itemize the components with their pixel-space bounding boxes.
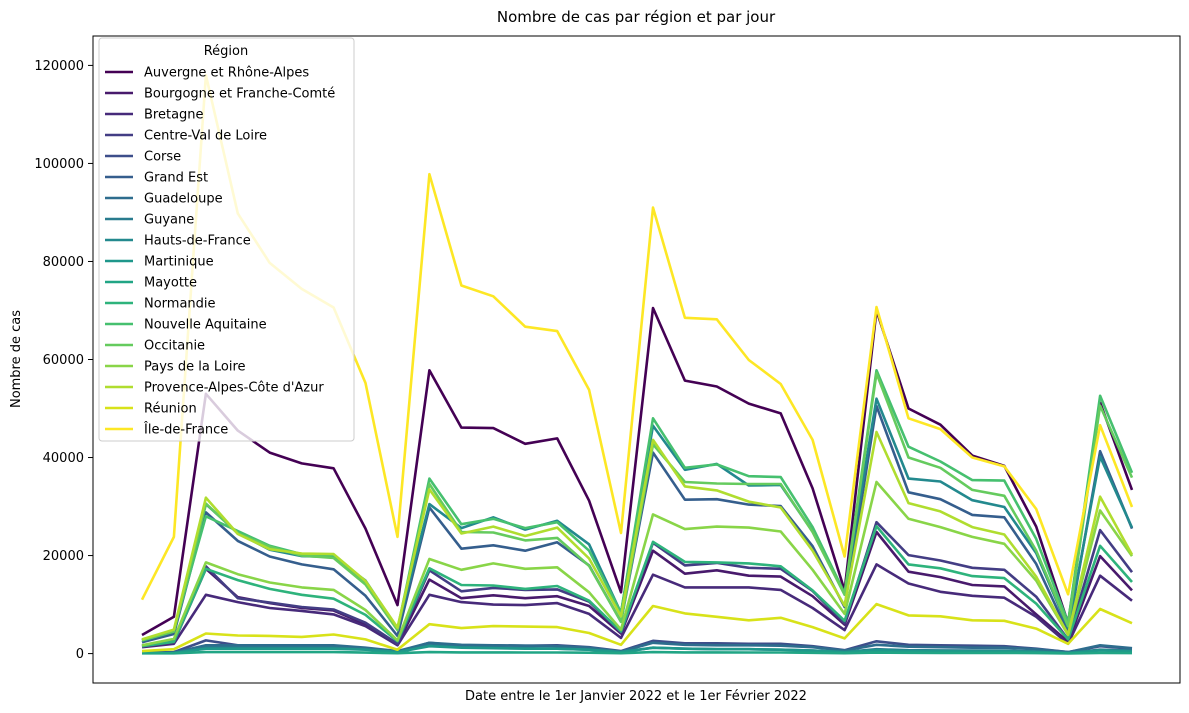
series-lines xyxy=(140,73,1134,655)
y-axis-ticks: 0 20000 40000 60000 80000 100000 120000 xyxy=(34,59,93,662)
legend-label: Bourgogne et Franche-Comté xyxy=(144,87,335,102)
y-axis-label: Nombre de cas xyxy=(9,310,24,408)
y-tick-label: 80000 xyxy=(43,255,84,270)
legend-label: Provence-Alpes-Côte d'Azur xyxy=(144,381,324,396)
legend-label: Pays de la Loire xyxy=(144,360,246,375)
y-tick-label: 100000 xyxy=(34,157,84,172)
series-line xyxy=(141,480,1134,647)
legend-label: Nouvelle Aquitaine xyxy=(144,318,267,333)
series-line xyxy=(141,644,1133,655)
legend-label: Réunion xyxy=(144,402,197,417)
series-line xyxy=(141,524,1133,648)
series-line xyxy=(141,563,1133,649)
legend-title: Région xyxy=(204,44,249,59)
series-line xyxy=(141,306,1134,637)
series-line xyxy=(141,602,1133,653)
legend-label: Occitanie xyxy=(144,339,205,354)
legend-label: Mayotte xyxy=(144,276,197,291)
chart-title: Nombre de cas par région et par jour xyxy=(497,8,776,26)
legend-label: Hauts-de-France xyxy=(144,234,251,249)
legend-label: Île-de-France xyxy=(143,422,228,438)
legend-box xyxy=(98,37,355,442)
y-tick-label: 120000 xyxy=(34,59,84,74)
legend-label: Normandie xyxy=(144,297,216,312)
legend-items: Auvergne et Rhône-Alpes Bourgogne et Fran… xyxy=(105,66,335,438)
legend-label: Centre-Val de Loire xyxy=(144,129,267,144)
legend-label: Auvergne et Rhône-Alpes xyxy=(144,66,309,81)
series-line xyxy=(142,650,1133,655)
legend-label: Guadeloupe xyxy=(144,192,223,207)
legend-label: Bretagne xyxy=(144,108,204,123)
series-line xyxy=(141,430,1134,641)
legend-label: Guyane xyxy=(144,213,194,228)
legend: Région Auvergne et Rhône-Alpes Bourgogne … xyxy=(98,37,355,442)
legend-label: Grand Est xyxy=(144,171,208,186)
y-tick-label: 20000 xyxy=(43,549,84,564)
y-tick-label: 60000 xyxy=(43,353,84,368)
legend-label: Martinique xyxy=(144,255,214,270)
legend-label: Corse xyxy=(144,150,181,165)
y-tick-label: 40000 xyxy=(43,451,84,466)
y-tick-label: 0 xyxy=(76,647,84,662)
x-axis-label: Date entre le 1er Janvier 2022 et le 1er… xyxy=(465,689,807,704)
series-line xyxy=(141,641,1133,655)
